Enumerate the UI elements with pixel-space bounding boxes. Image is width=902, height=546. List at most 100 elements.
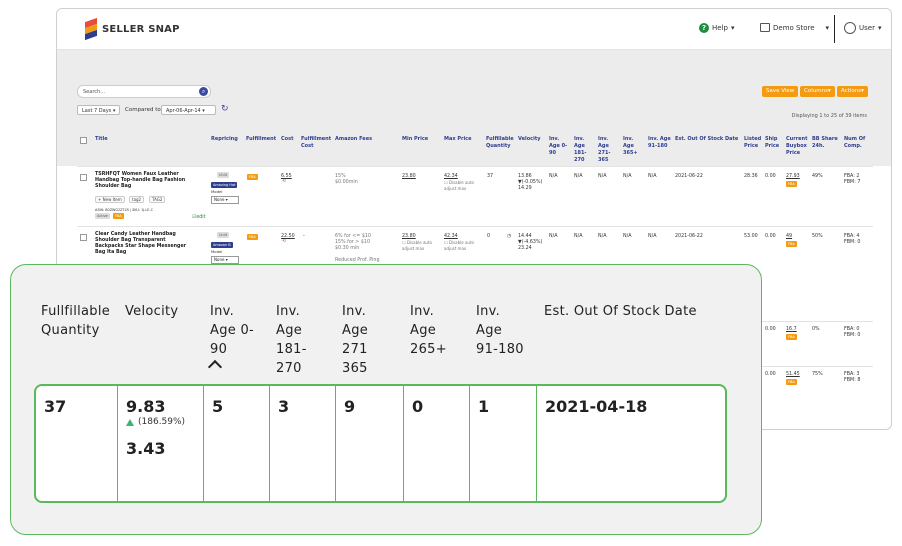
zoom-cell-age-181-270: 3 bbox=[270, 386, 336, 501]
fba-badge: FBA bbox=[113, 213, 124, 219]
zoom-col-fulfillable[interactable]: Fullfillable Quantity bbox=[41, 304, 111, 338]
col-listed-price[interactable]: Listed Price bbox=[744, 136, 762, 149]
inv-age-365: N/A bbox=[623, 234, 632, 239]
status-badge: Active bbox=[95, 213, 110, 219]
col-inv-age-271-365[interactable]: Inv. Age 271-365 bbox=[598, 136, 611, 163]
col-inv-age-91-180[interactable]: Inv. Age 91-180 bbox=[648, 136, 671, 149]
inv-age-0-90: N/A bbox=[549, 234, 558, 239]
reset-icon[interactable]: ⟲ bbox=[282, 179, 287, 184]
inv-age-0-90: N/A bbox=[549, 174, 558, 179]
zoom-col-inv-age-181-270[interactable]: Inv. Age 181- 270 bbox=[276, 304, 307, 376]
tag-chip[interactable]: + New Item bbox=[95, 196, 125, 203]
tag-chip[interactable]: TAG2 bbox=[149, 196, 166, 203]
col-ship-price[interactable]: Ship Price bbox=[765, 136, 780, 149]
buybox-price: 16.7 bbox=[786, 327, 797, 332]
ship-price: 0.00 bbox=[765, 372, 776, 377]
col-num-comp[interactable]: Num Of Comp. bbox=[844, 136, 866, 149]
help-menu[interactable]: ? Help ▾ bbox=[699, 23, 734, 33]
col-buybox-price[interactable]: Current Buybox Price bbox=[786, 136, 808, 156]
zoom-col-oos-date[interactable]: Est. Out Of Stock Date bbox=[544, 304, 697, 319]
velocity-change: (186.59%) bbox=[126, 417, 185, 427]
store-menu[interactable]: Demo Store ▾ bbox=[760, 23, 829, 32]
inv-age-91-180: N/A bbox=[648, 174, 657, 179]
sort-up-icon[interactable] bbox=[207, 359, 223, 375]
col-inv-age-0-90[interactable]: Inv. Age 0-90 bbox=[549, 136, 568, 156]
refresh-icon[interactable]: ↻ bbox=[221, 104, 229, 114]
buybox-badge: FBA bbox=[786, 181, 797, 187]
cost-value[interactable]: 22.50 bbox=[281, 234, 295, 239]
logo-mark-icon bbox=[85, 17, 97, 41]
col-title[interactable]: Title bbox=[95, 136, 108, 142]
search-input[interactable]: Search... ⌕ bbox=[77, 85, 211, 98]
col-cost[interactable]: Cost bbox=[281, 136, 294, 142]
fulfillment-badge: FBA bbox=[247, 234, 258, 240]
max-price[interactable]: 42.34 bbox=[444, 234, 458, 239]
date-range-select[interactable]: Last 7 Days ▾ bbox=[77, 105, 121, 115]
buybox-price: 27.93 bbox=[786, 174, 800, 179]
buybox-badge: FBA bbox=[786, 241, 797, 247]
help-icon: ? bbox=[699, 23, 709, 33]
edit-link[interactable]: ☑edit bbox=[192, 215, 206, 220]
zoom-col-inv-age-365[interactable]: Inv. Age 265+ bbox=[410, 304, 447, 357]
trend-up-icon bbox=[126, 418, 134, 426]
num-comp: FBA: 2 FBM: 7 bbox=[844, 174, 861, 185]
buybox-price: 49 bbox=[786, 234, 793, 239]
disable-auto-adjust[interactable]: ☐ Disable auto adjust max bbox=[444, 180, 474, 191]
col-velocity[interactable]: Velocity bbox=[518, 136, 541, 142]
col-fulfillable[interactable]: Fulfillable Quantity bbox=[486, 136, 514, 149]
zoom-col-velocity[interactable]: Velocity bbox=[125, 304, 179, 319]
inv-age-271-365: N/A bbox=[598, 234, 607, 239]
col-out-of-stock-date[interactable]: Est. Out Of Stock Date bbox=[675, 136, 739, 142]
row-checkbox[interactable] bbox=[80, 234, 87, 241]
inv-age-271-365: N/A bbox=[598, 174, 607, 179]
col-bb-share[interactable]: BB Share 24h. bbox=[812, 136, 838, 149]
zoom-data-row: 37 9.83 (186.59%) 3.43 5 3 9 0 1 2021-04… bbox=[34, 384, 727, 503]
strategy-select[interactable]: None ▾ bbox=[211, 256, 239, 264]
bb-share: 50% bbox=[812, 234, 823, 239]
select-all-checkbox[interactable] bbox=[80, 137, 87, 144]
col-min-price[interactable]: Min Price bbox=[402, 136, 429, 142]
product-title[interactable]: TSRHFQT Women Faux Leather Handbag Top-h… bbox=[95, 172, 186, 189]
num-comp: FBA: 4 FBM: 0 bbox=[844, 234, 861, 245]
col-inv-age-365[interactable]: Inv. Age 365+ bbox=[623, 136, 638, 156]
zoom-cell-age-0-90: 5 bbox=[204, 386, 270, 501]
search-icon[interactable]: ⌕ bbox=[199, 87, 208, 96]
disable-auto-adjust[interactable]: ☐ Disable auto adjust max bbox=[402, 240, 432, 251]
col-max-price[interactable]: Max Price bbox=[444, 136, 472, 142]
reset-icon[interactable]: ⟲ bbox=[282, 239, 287, 244]
compared-range-select[interactable]: Apr-06-Apr-14 ▾ bbox=[161, 105, 216, 115]
save-view-button[interactable]: Save View bbox=[762, 86, 799, 97]
max-price[interactable]: 42.34 bbox=[444, 174, 458, 179]
actions-button[interactable]: Actions▾ bbox=[837, 86, 868, 97]
product-title[interactable]: Clear Candy Leather Handbag Shoulder Bag… bbox=[95, 232, 187, 255]
brand-name: SELLER SNAP bbox=[102, 23, 180, 35]
zoom-col-inv-age-0-90[interactable]: Inv. Age 0- 90 bbox=[210, 304, 255, 357]
zoom-col-inv-age-91-180[interactable]: Inv. Age 91-180 bbox=[476, 304, 524, 357]
tag-chip[interactable]: tag2 bbox=[129, 196, 145, 203]
min-price[interactable]: 23.80 bbox=[402, 234, 416, 239]
zoom-cell-velocity: 9.83 (186.59%) 3.43 bbox=[118, 386, 204, 501]
cost-value[interactable]: 6.55 bbox=[281, 174, 292, 179]
ship-price: 0.00 bbox=[765, 174, 776, 179]
min-price[interactable]: 23.80 bbox=[402, 174, 416, 179]
col-fulfillment-cost[interactable]: Fulfillment Cost bbox=[301, 136, 332, 149]
columns-button[interactable]: Columns▾ bbox=[800, 86, 835, 97]
oos-date: 2021-06-22 bbox=[675, 174, 703, 179]
zoomed-inventory-card: Fullfillable Quantity Velocity Inv. Age … bbox=[10, 264, 762, 535]
col-fulfillment[interactable]: Fulfillment bbox=[246, 136, 277, 142]
clock-icon: ◷ bbox=[507, 234, 512, 239]
strategy-select[interactable]: None ▾ bbox=[211, 196, 239, 204]
repricing-tag: Unlit bbox=[217, 172, 230, 178]
col-repricing[interactable]: Repricing bbox=[211, 136, 238, 142]
disable-auto-adjust[interactable]: ☐ Disable auto adjust max bbox=[444, 240, 474, 251]
num-comp: FBA: 0 FBM: 0 bbox=[844, 327, 861, 338]
logo[interactable]: SELLER SNAP bbox=[85, 17, 180, 41]
strategy-badge[interactable]: Amazing Hat bbox=[211, 182, 238, 188]
listed-price: 28.36 bbox=[744, 174, 758, 179]
strategy-badge[interactable]: Amazon B bbox=[211, 242, 233, 248]
row-checkbox[interactable] bbox=[80, 174, 87, 181]
user-menu[interactable]: User ▾ bbox=[844, 22, 881, 34]
zoom-col-inv-age-271-365[interactable]: Inv. Age 271 365 bbox=[342, 304, 369, 376]
col-inv-age-181-270[interactable]: Inv. Age 181-270 bbox=[574, 136, 587, 163]
col-amazon-fees[interactable]: Amazon Fees bbox=[335, 136, 373, 142]
